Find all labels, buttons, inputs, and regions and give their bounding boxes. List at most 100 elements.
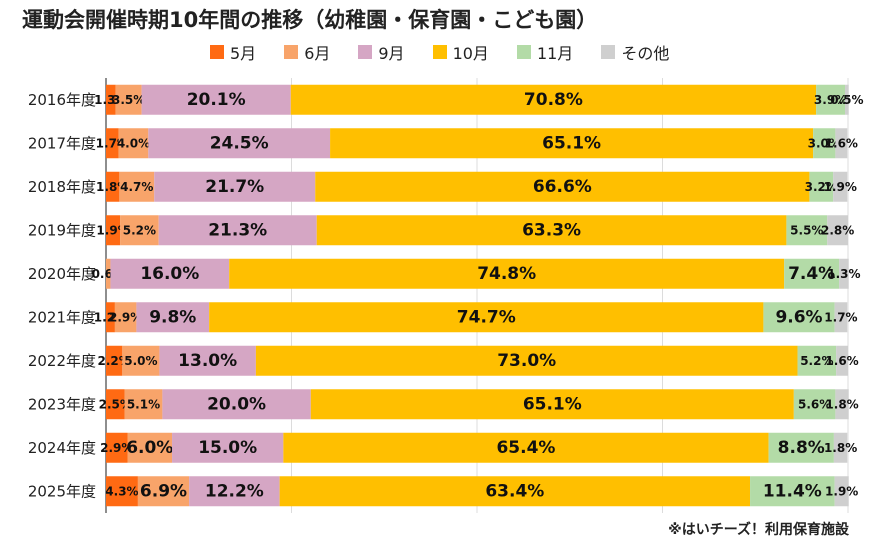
- bar-1-3: [330, 128, 814, 159]
- bar-7-5: [835, 389, 849, 420]
- data-label-0-4: 3.9%: [814, 93, 847, 107]
- legend-item-3: 10月: [432, 40, 489, 64]
- bar-0-1: [115, 84, 142, 115]
- data-label-6-4: 5.2%: [800, 354, 833, 368]
- legend-label-3: 10月: [452, 44, 489, 63]
- bar-5-5: [834, 302, 848, 333]
- data-label-0-1: 3.5%: [112, 93, 145, 107]
- bar-8-1: [127, 432, 173, 463]
- bar-3-0: [106, 215, 121, 246]
- data-label-7-1: 5.1%: [127, 397, 160, 411]
- data-label-8-3: 65.4%: [496, 438, 555, 458]
- bar-0-4: [816, 84, 846, 115]
- data-label-7-0: 2.5%: [99, 397, 132, 411]
- data-label-3-3: 63.3%: [522, 220, 581, 240]
- category-label-6: 2022年度: [28, 352, 96, 370]
- bar-3-5: [827, 215, 848, 246]
- category-label-9: 2025年度: [28, 482, 96, 500]
- bar-9-1: [137, 476, 190, 507]
- data-label-3-2: 21.3%: [208, 220, 267, 240]
- data-label-9-5: 1.9%: [825, 484, 858, 498]
- data-label-2-4: 3.2%: [805, 180, 838, 194]
- data-label-7-5: 1.8%: [825, 397, 858, 411]
- data-label-9-1: 6.9%: [140, 481, 187, 501]
- data-label-9-4: 11.4%: [763, 481, 822, 501]
- category-label-7: 2023年度: [28, 395, 96, 413]
- data-label-1-4: 3.0%: [808, 136, 841, 150]
- legend-item-4: 11月: [516, 40, 574, 64]
- bar-9-2: [189, 476, 280, 507]
- bar-3-4: [786, 215, 828, 246]
- legend-swatch-3: [432, 45, 447, 59]
- bar-8-2: [172, 432, 284, 463]
- data-label-6-5: 1.6%: [825, 354, 858, 368]
- category-label-0: 2016年度: [28, 91, 96, 109]
- data-label-7-2: 20.0%: [207, 394, 266, 414]
- bar-1-5: [835, 128, 848, 159]
- data-label-6-2: 13.0%: [178, 351, 237, 371]
- data-label-1-1: 4.0%: [117, 136, 150, 150]
- bar-6-1: [122, 345, 160, 376]
- bar-2-1: [119, 171, 155, 202]
- bar-1-2: [148, 128, 331, 159]
- bar-8-0: [106, 432, 128, 463]
- bar-1-0: [106, 128, 119, 159]
- bar-7-0: [106, 389, 125, 420]
- bar-5-4: [763, 302, 835, 333]
- bar-0-0: [106, 84, 116, 115]
- source-note: ※はいチーズ！利用保育施設: [668, 522, 849, 538]
- bar-4-4: [784, 258, 840, 289]
- bar-1-4: [813, 128, 836, 159]
- data-label-9-0: 4.3%: [105, 484, 138, 498]
- data-label-4-3: 74.8%: [477, 264, 536, 284]
- data-label-8-5: 1.8%: [824, 441, 857, 455]
- legend-swatch-0: [210, 45, 224, 59]
- bar-6-0: [106, 345, 123, 376]
- category-label-8: 2024年度: [28, 439, 96, 457]
- data-label-2-5: 1.9%: [824, 180, 857, 194]
- bar-8-5: [833, 432, 848, 463]
- bar-9-4: [750, 476, 835, 507]
- category-label-2: 2018年度: [28, 178, 96, 196]
- legend-swatch-5: [601, 45, 616, 59]
- data-label-8-1: 6.0%: [126, 438, 173, 458]
- data-label-2-2: 21.7%: [205, 177, 264, 197]
- data-label-3-4: 5.5%: [790, 223, 823, 237]
- bar-6-3: [255, 345, 798, 376]
- data-label-0-2: 20.1%: [187, 90, 246, 110]
- data-label-2-3: 66.6%: [533, 177, 592, 197]
- data-label-4-5: 1.3%: [827, 267, 860, 281]
- data-label-7-3: 65.1%: [523, 394, 582, 414]
- data-label-1-2: 24.5%: [210, 133, 269, 153]
- data-label-5-2: 9.8%: [149, 307, 196, 327]
- legend-label-2: 9月: [378, 44, 405, 63]
- data-label-5-4: 9.6%: [775, 307, 822, 327]
- bar-5-1: [114, 302, 137, 333]
- bar-9-3: [279, 476, 751, 507]
- bar-4-3: [229, 258, 785, 289]
- data-label-8-4: 8.8%: [778, 438, 825, 458]
- bar-6-5: [836, 345, 848, 376]
- category-label-1: 2017年度: [28, 134, 96, 152]
- bar-9-5: [834, 476, 849, 507]
- legend-item-2: 9月: [358, 40, 405, 64]
- bar-0-5: [845, 84, 849, 115]
- bar-5-0: [106, 302, 115, 333]
- legend: 5月 6月 9月 10月 11月 その他: [210, 40, 669, 64]
- legend-swatch-4: [516, 45, 531, 59]
- data-label-4-4: 7.4%: [788, 264, 835, 284]
- bar-6-2: [159, 345, 256, 376]
- bar-7-2: [162, 389, 311, 420]
- legend-item-0: 5月: [210, 40, 256, 64]
- data-label-8-2: 15.0%: [198, 438, 257, 458]
- legend-item-1: 6月: [284, 40, 330, 64]
- data-label-8-0: 2.9%: [100, 441, 133, 455]
- bar-6-4: [797, 345, 837, 376]
- bar-3-2: [158, 215, 317, 246]
- legend-label-4: 11月: [536, 44, 574, 63]
- bar-0-2: [141, 84, 291, 115]
- data-label-4-2: 16.0%: [140, 264, 199, 284]
- legend-swatch-2: [358, 45, 373, 59]
- category-label-3: 2019年度: [28, 221, 96, 239]
